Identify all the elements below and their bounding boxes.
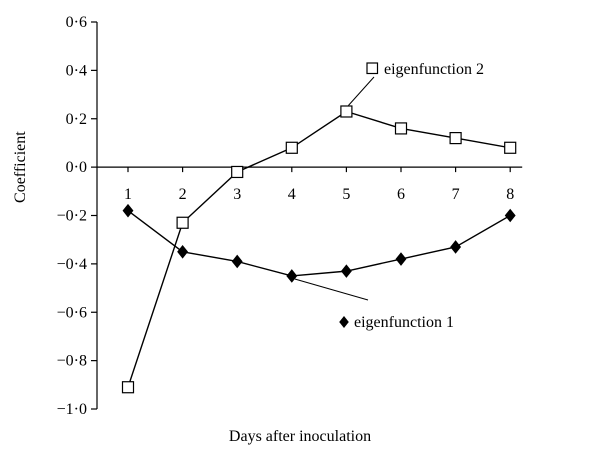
point-eigenfunction-1-diamond (286, 269, 298, 283)
point-eigenfunction-2-square (449, 132, 462, 145)
x-axis-title: Days after inoculation (229, 428, 371, 445)
legend-diamond-icon (339, 316, 349, 328)
point-eigenfunction-2-square (340, 105, 353, 118)
point-eigenfunction-2-square (394, 122, 408, 135)
annotation-eigenfunction-1: eigenfunction 1 (354, 314, 454, 331)
point-eigenfunction-1-diamond (231, 254, 243, 269)
y-tick-label: −0·2 (57, 208, 87, 225)
x-tick-label: 5 (342, 186, 350, 203)
y-tick-label: −0·8 (57, 353, 87, 370)
series-line-eigenfunction-1 (127, 210, 511, 277)
point-eigenfunction-2-square (121, 381, 135, 394)
x-tick-label: 8 (506, 186, 514, 203)
x-tick-label: 3 (233, 186, 241, 203)
point-eigenfunction-1-diamond (177, 244, 189, 259)
series-line-eigenfunction-2 (127, 110, 511, 388)
point-eigenfunction-2-square (504, 141, 517, 154)
y-tick-label: −0·4 (57, 256, 87, 273)
annotation-eigenfunction-2: eigenfunction 2 (384, 61, 484, 78)
point-eigenfunction-1-diamond (450, 240, 462, 254)
y-tick-label: 0·4 (66, 62, 87, 79)
point-eigenfunction-1-diamond (395, 252, 407, 266)
legend-square-icon (366, 62, 379, 75)
y-tick-label: 0·2 (66, 111, 87, 128)
x-tick-label: 2 (179, 186, 187, 203)
point-eigenfunction-2-square (176, 216, 189, 229)
y-tick-label: −0·6 (57, 304, 87, 321)
point-eigenfunction-1-diamond (340, 264, 352, 278)
point-eigenfunction-2-square (285, 141, 298, 154)
y-tick-label: 0·0 (66, 159, 87, 176)
point-eigenfunction-1-diamond (504, 208, 516, 223)
x-tick-label: 6 (397, 186, 405, 203)
y-axis-title: Coefficient (12, 131, 29, 203)
y-tick-label: −1·0 (57, 401, 87, 418)
annotation-leader-eigenfunction-1 (294, 278, 369, 301)
point-eigenfunction-1-diamond (122, 203, 134, 218)
x-tick-label: 4 (288, 186, 296, 203)
annotation-leader-eigenfunction-2 (348, 76, 375, 106)
point-eigenfunction-2-square (231, 165, 244, 179)
y-tick-label: 0·6 (66, 14, 87, 31)
x-tick-label: 7 (452, 186, 460, 203)
x-tick-label: 1 (124, 186, 132, 203)
